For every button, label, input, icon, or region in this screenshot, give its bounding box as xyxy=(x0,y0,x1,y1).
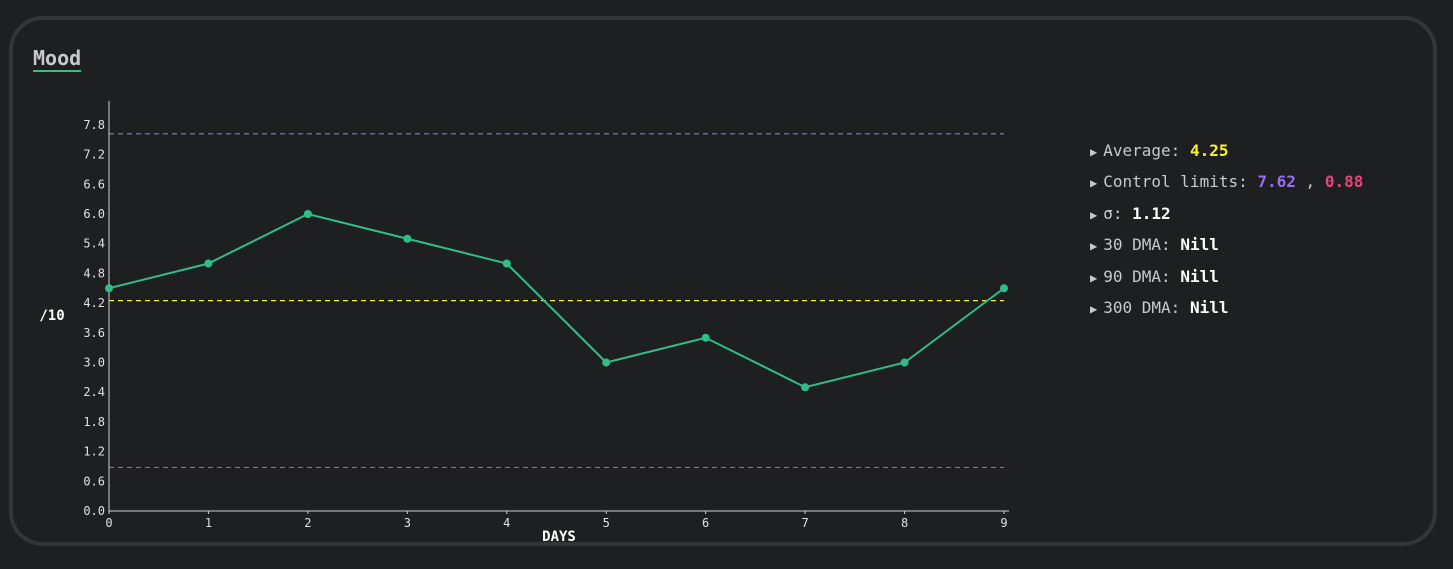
y-tick-label: 2.4 xyxy=(83,385,105,399)
y-tick-label: 1.2 xyxy=(83,445,105,459)
data-point[interactable] xyxy=(204,259,213,268)
average-label: Average: xyxy=(1103,141,1181,160)
stat-sigma: ▶ σ: 1.12 xyxy=(1090,199,1363,230)
data-point[interactable] xyxy=(801,383,810,392)
stats-panel: ▶ Average: 4.25 ▶ Control limits: 7.62 , 0… xyxy=(1090,136,1363,324)
series-line xyxy=(108,212,1005,389)
average-value: 4.25 xyxy=(1189,141,1229,160)
data-point[interactable] xyxy=(502,259,511,268)
y-tick-label: 4.2 xyxy=(83,296,105,310)
x-tick-label: 2 xyxy=(304,516,311,530)
stat-90-dma: ▶ 90 DMA: Nill xyxy=(1090,262,1363,293)
x-tick-label: 7 xyxy=(801,516,808,530)
y-tick-label: 7.2 xyxy=(83,148,105,162)
y-tick-label: 3.6 xyxy=(83,326,105,340)
x-tick-label: 0 xyxy=(105,516,112,530)
stat-300-dma: ▶ 300 DMA: Nill xyxy=(1090,293,1363,324)
data-point[interactable] xyxy=(701,333,710,342)
y-tick-label: 5.4 xyxy=(83,237,105,251)
dma300-label: 300 DMA: xyxy=(1103,298,1181,318)
control-limits-label: Control limits: xyxy=(1103,172,1248,192)
data-point[interactable] xyxy=(900,358,909,367)
data-point[interactable] xyxy=(403,234,412,243)
y-tick-labels: 0.0 0.6 1.2 1.8 2.4 3.0 3.6 4.2 4.8 5.4 6.0 6.6 7.2 7… xyxy=(83,118,105,518)
dma90-label: 90 DMA: xyxy=(1103,266,1171,286)
data-point[interactable] xyxy=(602,358,611,367)
sigma-label: σ: xyxy=(1103,203,1123,223)
data-point[interactable] xyxy=(1000,284,1008,293)
y-tick-label: 0.6 xyxy=(83,474,105,488)
dma30-label: 30 DMA: xyxy=(1103,235,1171,255)
y-tick-label: 6.0 xyxy=(83,207,105,221)
control-separator: , xyxy=(1305,172,1316,192)
dma300-value: Nill xyxy=(1189,298,1229,318)
triangle-right-icon: ▶ xyxy=(1090,176,1098,191)
chart-axes xyxy=(108,101,1009,512)
x-tick-labels: 0 1 2 3 4 5 6 7 8 9 xyxy=(105,511,1008,530)
y-tick-label: 0.0 xyxy=(83,504,105,518)
reference-lines xyxy=(109,133,1004,469)
x-tick-label: 9 xyxy=(1000,516,1007,530)
y-tick-label: 7.8 xyxy=(83,118,105,132)
stat-30-dma: ▶ 30 DMA: Nill xyxy=(1090,230,1363,261)
y-tick-label: 6.6 xyxy=(83,177,105,191)
dma30-value: Nill xyxy=(1180,235,1219,255)
stat-average: ▶ Average: 4.25 xyxy=(1090,136,1363,167)
data-point[interactable] xyxy=(303,210,312,218)
triangle-right-icon: ▶ xyxy=(1090,302,1098,317)
y-tick-label: 1.8 xyxy=(83,415,105,429)
mood-card: Mood xyxy=(9,16,1437,546)
triangle-right-icon: ▶ xyxy=(1090,239,1098,254)
x-axis-label: DAYS xyxy=(542,529,576,545)
x-tick-label: 1 xyxy=(205,516,212,530)
data-point[interactable] xyxy=(105,284,113,293)
card-title: Mood xyxy=(33,46,82,70)
dma90-value: Nill xyxy=(1180,266,1219,286)
triangle-right-icon: ▶ xyxy=(1090,145,1098,159)
y-axis-label: /10 xyxy=(39,308,64,324)
control-upper-value: 7.62 xyxy=(1257,172,1296,192)
triangle-right-icon: ▶ xyxy=(1090,207,1098,222)
x-tick-label: 4 xyxy=(503,516,510,530)
control-lower-value: 0.88 xyxy=(1324,172,1364,192)
triangle-right-icon: ▶ xyxy=(1090,270,1098,285)
sigma-value: 1.12 xyxy=(1132,203,1171,223)
x-tick-label: 3 xyxy=(404,516,411,530)
y-tick-label: 4.8 xyxy=(83,266,105,280)
x-tick-label: 8 xyxy=(901,516,908,530)
series-group xyxy=(105,210,1008,392)
stat-control-limits: ▶ Control limits: 7.62 , 0.88 xyxy=(1090,167,1363,198)
x-tick-label: 5 xyxy=(603,516,610,530)
x-tick-label: 6 xyxy=(702,516,709,530)
y-tick-label: 3.0 xyxy=(83,356,105,370)
